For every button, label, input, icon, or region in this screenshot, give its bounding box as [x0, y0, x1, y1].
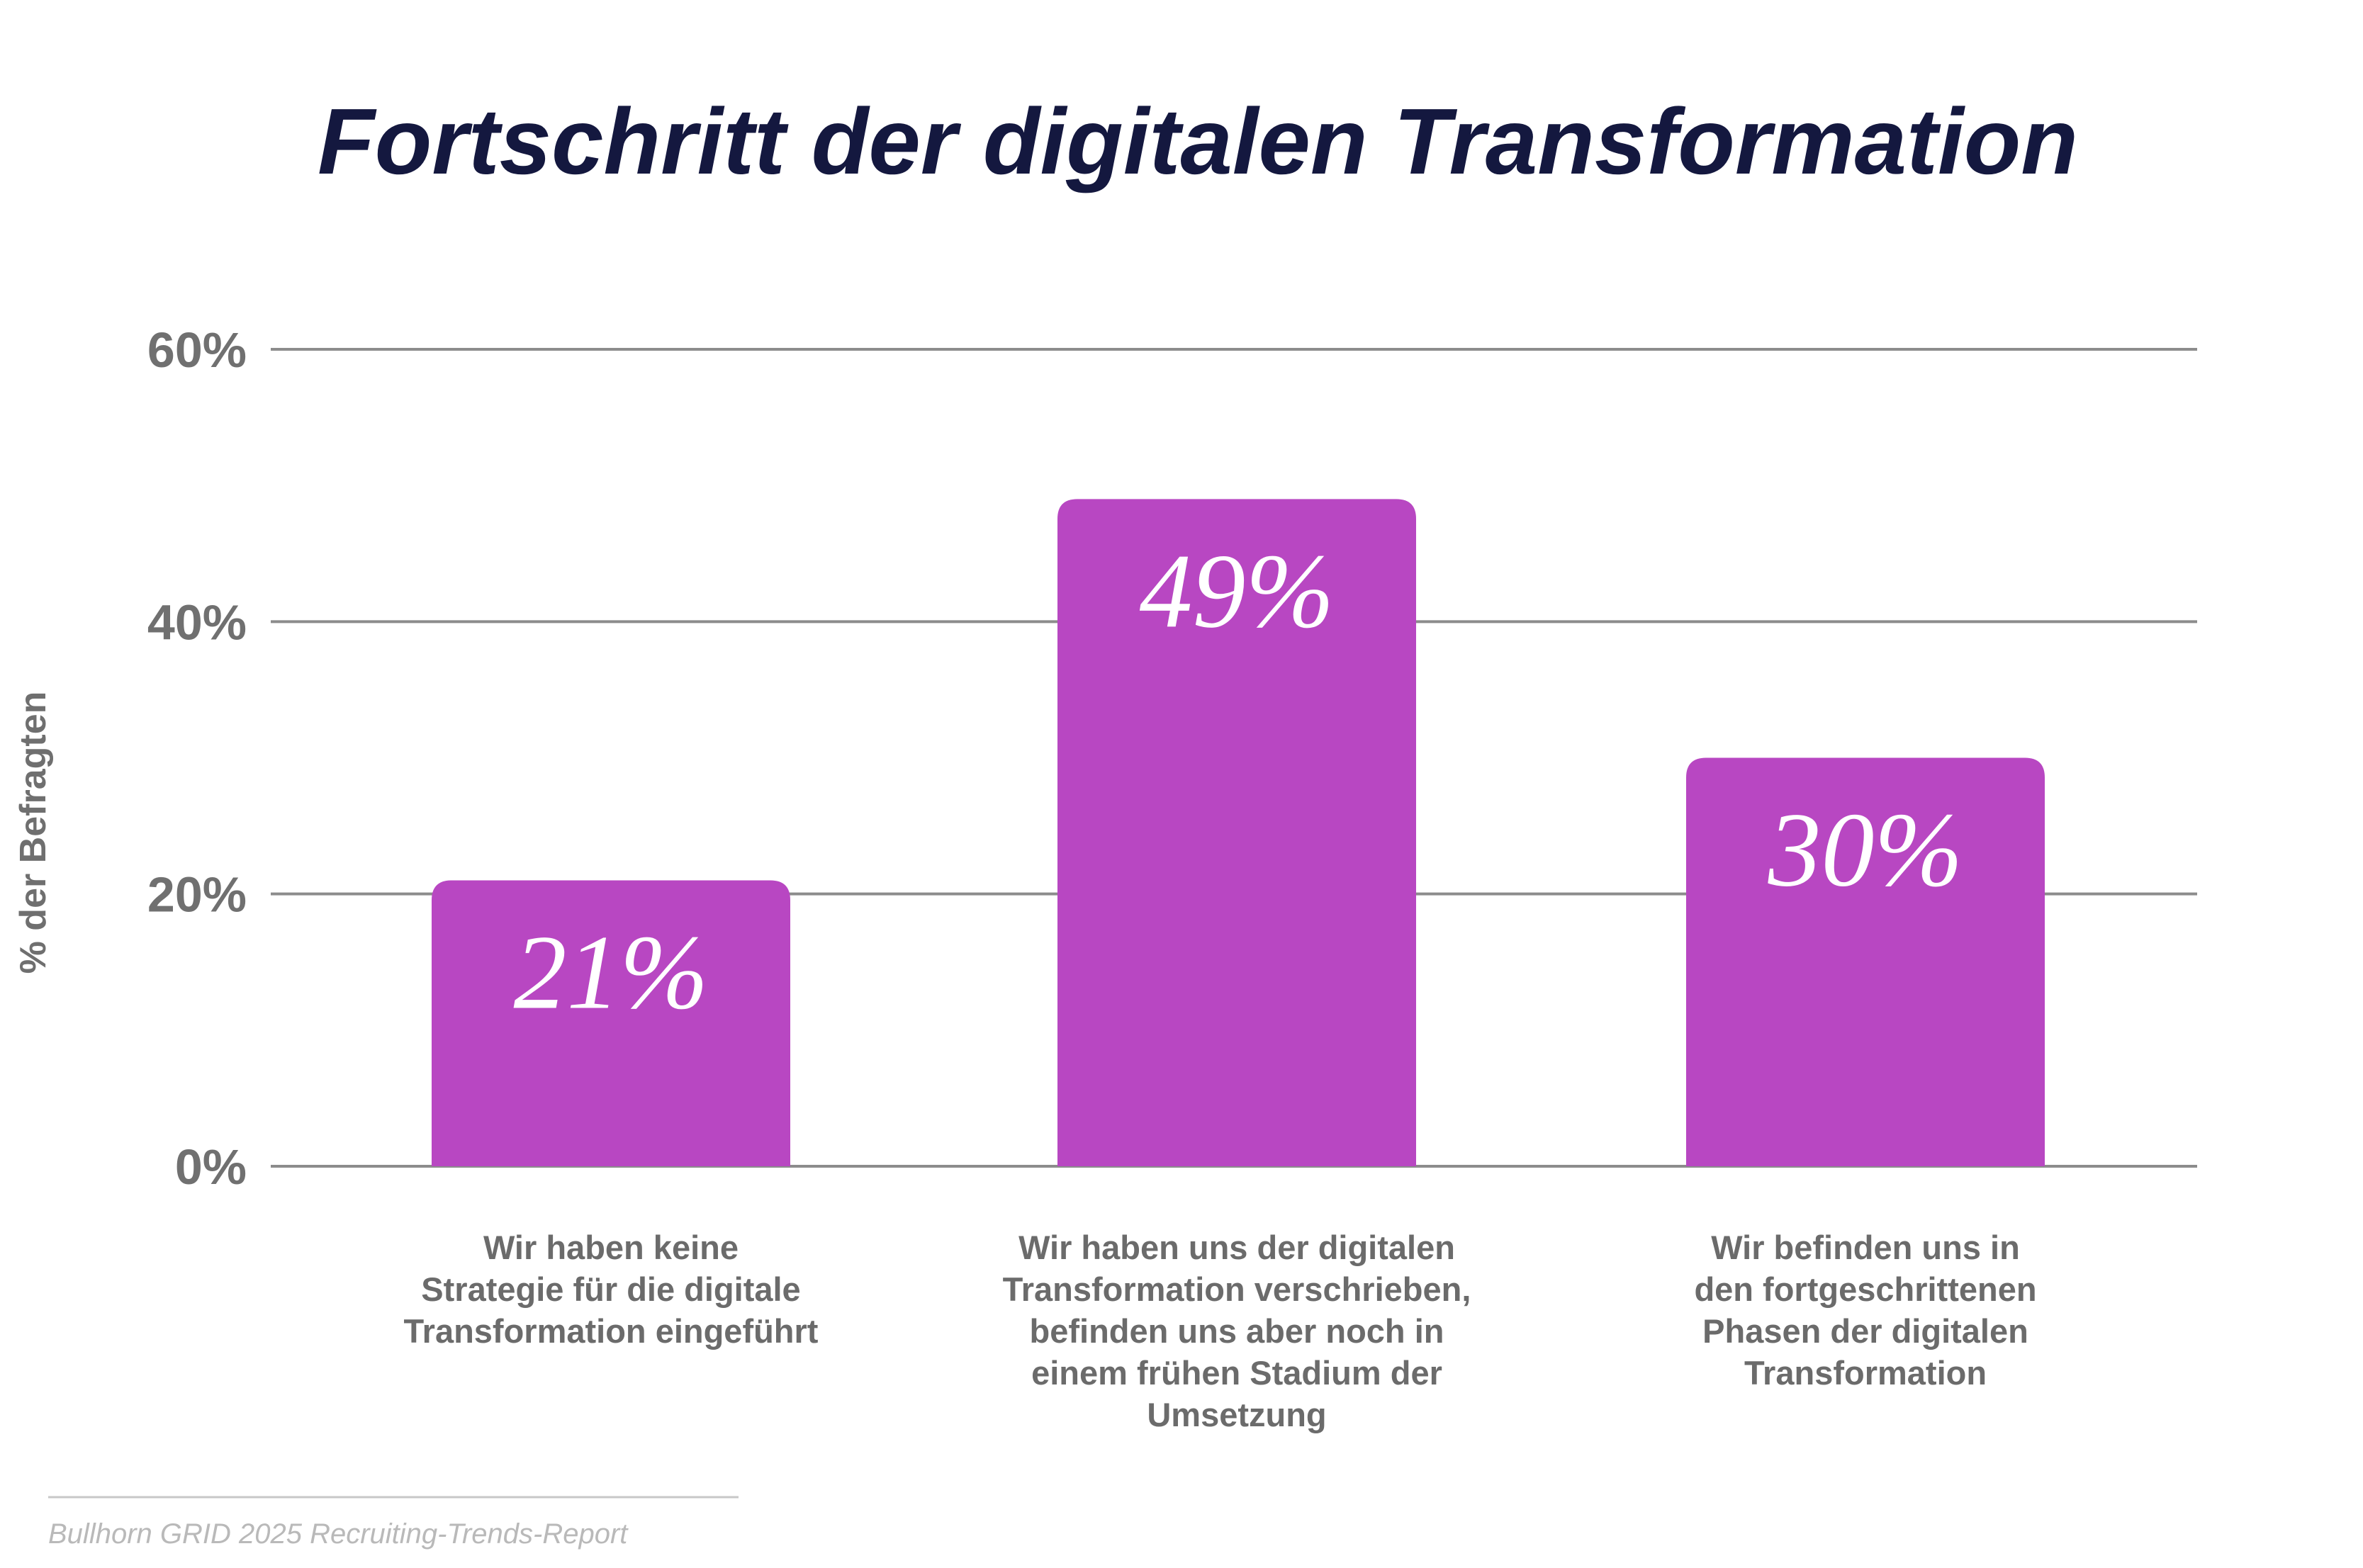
- bar-value-label: 30%: [1768, 791, 1963, 909]
- bar: [432, 880, 790, 1166]
- bar-value-label: 49%: [1140, 532, 1335, 650]
- data-labels: 21% 49% 30%: [514, 532, 1963, 1031]
- y-axis-label: % der Befragten: [13, 692, 54, 974]
- y-axis-ticks: 0% 20% 40% 60%: [147, 322, 247, 1195]
- y-tick-label: 0%: [175, 1139, 247, 1195]
- chart-title: Fortschritt der digitalen Transformation: [318, 89, 2078, 193]
- bars: [432, 499, 2045, 1166]
- category-label: Wir befinden uns in den fortgeschrittenen…: [1694, 1229, 2036, 1392]
- source-note: Bullhorn GRID 2025 Recruiting-Trends-Rep…: [48, 1518, 629, 1550]
- bar: [1057, 499, 1416, 1166]
- bar: [1686, 757, 2045, 1166]
- y-tick-label: 40%: [147, 594, 247, 650]
- bar-value-label: 21%: [514, 913, 709, 1031]
- y-tick-label: 60%: [147, 322, 247, 378]
- category-label: Wir haben keine Strategie für die digital…: [404, 1229, 819, 1350]
- category-labels: Wir haben keine Strategie für die digital…: [404, 1229, 2037, 1433]
- category-label: Wir haben uns der digitalen Transformatio…: [1003, 1229, 1471, 1433]
- y-tick-label: 20%: [147, 867, 247, 923]
